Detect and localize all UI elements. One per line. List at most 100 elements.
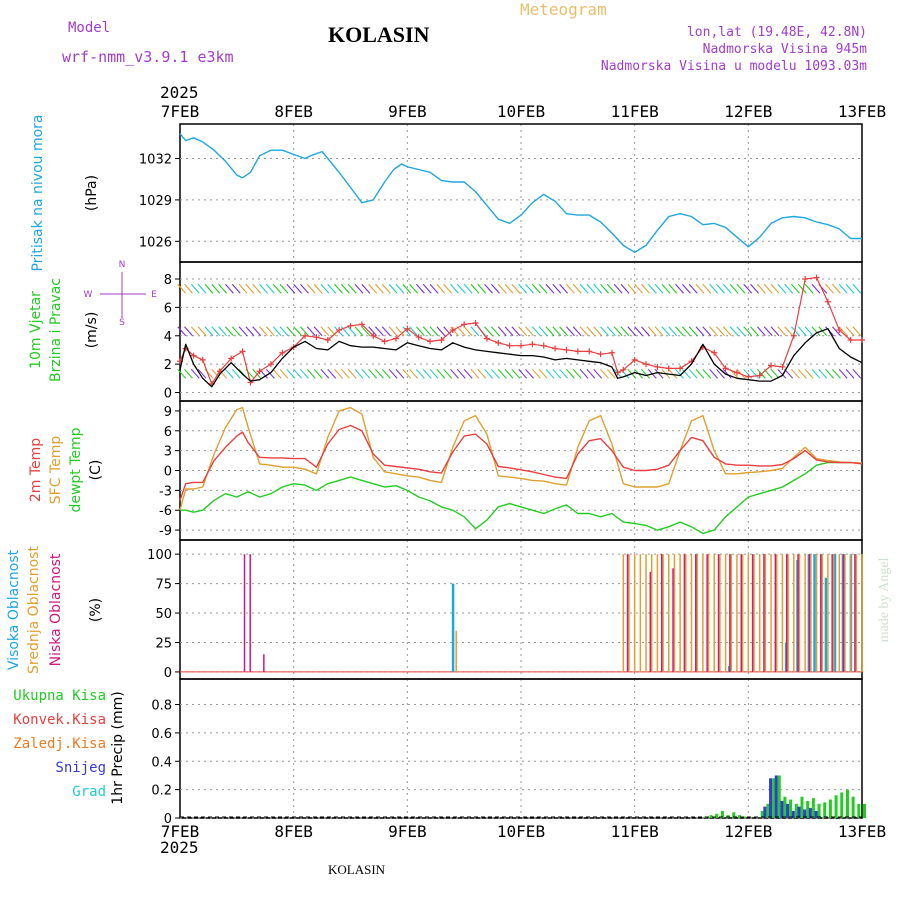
y-tick-label: -3 (159, 484, 172, 499)
wind-barb (743, 283, 753, 294)
wind-barb (668, 368, 678, 379)
wind-barb (347, 368, 357, 379)
wind-barb (409, 326, 418, 337)
wind-barb (531, 368, 541, 379)
wind-barb (313, 326, 323, 337)
wind-barb (729, 326, 739, 337)
wind-barb (293, 368, 303, 379)
wind-barb (572, 368, 582, 379)
wind-barb (375, 368, 384, 379)
wind-barb (586, 326, 596, 337)
legend-snow: Snijeg (55, 760, 106, 776)
wind-barb (756, 283, 766, 294)
y-tick-label: 3 (164, 445, 172, 460)
data-point (228, 355, 235, 362)
wind-barb (709, 326, 719, 337)
data-point (256, 368, 263, 375)
wind-barb (306, 283, 316, 294)
wind-barb (306, 326, 316, 337)
wind-barb (252, 283, 262, 294)
wind-barb (791, 283, 800, 294)
wind-barb (722, 283, 732, 294)
wind-barb (784, 326, 794, 337)
wind-barb (184, 326, 193, 337)
wind-barb (184, 368, 193, 379)
wind-barb (184, 283, 193, 294)
wind-barb (702, 283, 712, 294)
wind-barb (231, 326, 241, 337)
wind-barb (804, 326, 814, 337)
wind-barb (238, 283, 248, 294)
wind-barb (347, 326, 357, 337)
wind-barb (804, 283, 814, 294)
wind-barb (429, 368, 439, 379)
wind-barb (300, 326, 309, 337)
date-label-top: 9FEB (388, 102, 427, 121)
wind-barb (641, 368, 650, 379)
y-tick-label: 0.2 (151, 784, 172, 799)
precip-bar (732, 812, 736, 818)
data-point (847, 337, 854, 344)
wind-barb (245, 283, 255, 294)
wind-barb (675, 368, 684, 379)
wind-barb (566, 283, 575, 294)
data-point (347, 322, 354, 329)
wind-barb (606, 283, 616, 294)
wind-barb (415, 283, 425, 294)
wind-barb (566, 368, 575, 379)
data-point (802, 276, 809, 283)
wind-barb (272, 283, 282, 294)
precip-bar (774, 775, 778, 818)
wind-barb (525, 283, 534, 294)
sfc-label: SFC Temp (48, 436, 64, 505)
data-point (608, 349, 615, 356)
data-point (540, 342, 547, 349)
wind-barb (511, 283, 521, 294)
data-point (631, 356, 638, 363)
wind-barb (770, 326, 780, 337)
mid-cloud-label: Srednja Oblacnost (26, 546, 42, 674)
y-tick-label: 6 (164, 425, 172, 440)
data-point (859, 337, 865, 344)
wind-barb (361, 326, 371, 337)
precip-bar (834, 795, 838, 818)
precip-bar (780, 800, 784, 818)
precip-bar (769, 778, 773, 818)
wind-barb (716, 326, 725, 337)
wind-barb (688, 368, 698, 379)
wind-barb (504, 326, 514, 337)
wind-barb (531, 283, 541, 294)
data-point (427, 338, 434, 345)
precip-bar (803, 809, 807, 818)
wind-barb (450, 326, 459, 337)
pressure-label: Pritisak na nivou mora (30, 114, 46, 271)
data-point (370, 332, 377, 339)
y-tick-label: 2 (164, 358, 172, 373)
precip-bar (766, 803, 770, 818)
wind-barb (647, 326, 657, 337)
wind-barb (593, 326, 603, 337)
wind-barb (443, 283, 453, 294)
data-point (495, 339, 502, 346)
wind-barb (409, 283, 418, 294)
wind-barb (525, 326, 534, 337)
wind-barb (702, 368, 712, 379)
data-point (677, 365, 684, 372)
y-tick-label: 0 (164, 666, 172, 681)
precip-bar (777, 775, 781, 818)
legend-convective: Konvek.Kisa (13, 712, 106, 728)
data-point (620, 366, 627, 373)
wind-barb (538, 283, 548, 294)
wind-barb (238, 326, 248, 337)
y-tick-label: 8 (164, 273, 172, 288)
data-point (506, 342, 513, 349)
wind-barb (177, 283, 187, 294)
wind-barb (265, 283, 275, 294)
wind-barb (620, 326, 630, 337)
wind-barb (388, 368, 398, 379)
year-bottom: 2025 (160, 838, 199, 857)
wind-label-2: Brzina i Pravac (48, 278, 64, 382)
model-label: Model (68, 20, 111, 36)
data-point (518, 342, 524, 349)
wind-barb (504, 283, 514, 294)
